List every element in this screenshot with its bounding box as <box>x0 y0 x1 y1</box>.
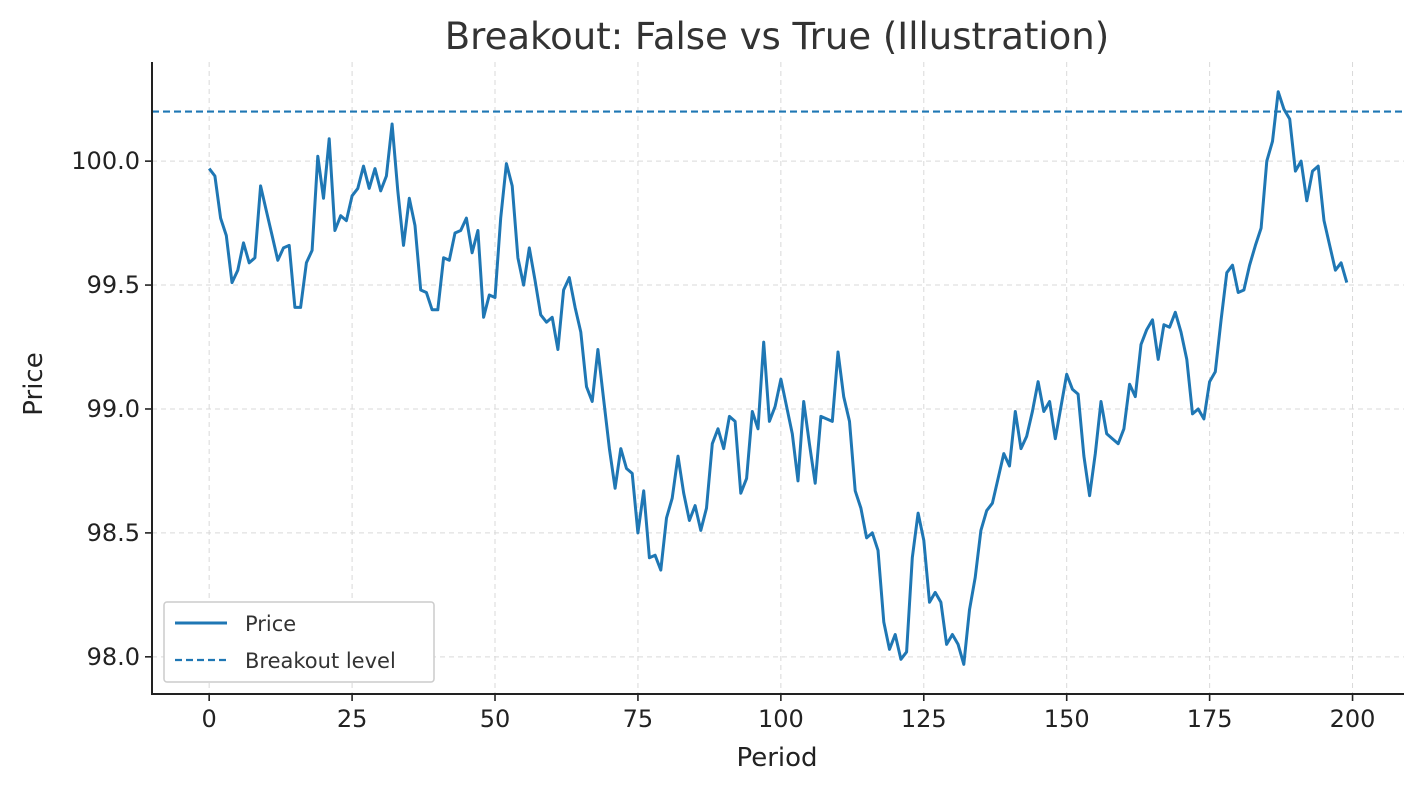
y-tick-label: 98.5 <box>87 519 140 547</box>
series-layer <box>152 90 1404 666</box>
x-tick-label: 150 <box>1044 705 1090 733</box>
legend-label-price: Price <box>245 612 296 636</box>
x-tick-label: 50 <box>480 705 511 733</box>
x-tick-label: 125 <box>901 705 947 733</box>
axes-layer <box>151 62 1404 695</box>
x-tick-label: 200 <box>1330 705 1376 733</box>
grid-layer <box>152 62 1404 694</box>
y-tick-label: 99.5 <box>87 271 140 299</box>
legend-label-breakout-level: Breakout level <box>245 649 396 673</box>
x-tick-label: 175 <box>1187 705 1233 733</box>
x-ticks: 0 25 50 75 100 125 150 175 200 <box>202 694 1376 733</box>
y-tick-label: 99.0 <box>87 395 140 423</box>
x-tick-label: 75 <box>623 705 654 733</box>
legend: Price Breakout level <box>163 601 435 683</box>
x-axis-label: Period <box>736 743 817 773</box>
y-axis-label: Price <box>19 352 49 415</box>
chart-title: Breakout: False vs True (Illustration) <box>445 15 1109 58</box>
legend-box <box>163 601 435 683</box>
y-tick-label: 98.0 <box>87 643 140 671</box>
y-tick-label: 100.0 <box>71 147 140 175</box>
x-tick-label: 25 <box>337 705 368 733</box>
price-series-line <box>208 90 1349 666</box>
x-tick-label: 100 <box>758 705 804 733</box>
x-tick-label: 0 <box>202 705 217 733</box>
y-ticks: 98.0 98.5 99.0 99.5 100.0 <box>71 147 152 671</box>
